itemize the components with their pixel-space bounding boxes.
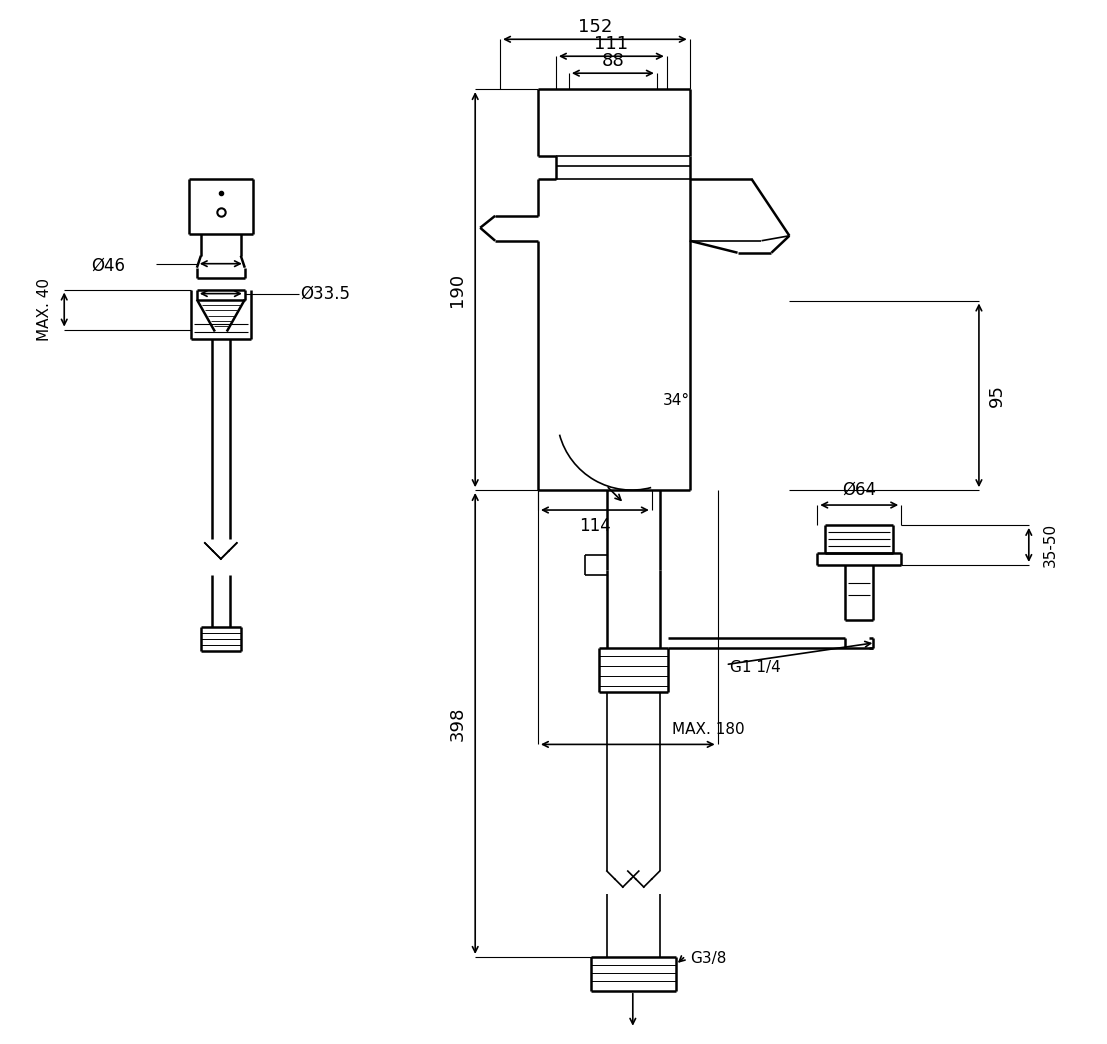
- Text: Ø64: Ø64: [842, 481, 877, 499]
- Text: 114: 114: [579, 517, 611, 535]
- Text: 95: 95: [987, 384, 1006, 407]
- Text: G3/8: G3/8: [690, 951, 726, 967]
- Text: 111: 111: [594, 35, 629, 53]
- Text: 34°: 34°: [663, 393, 691, 408]
- Text: 35-50: 35-50: [1043, 523, 1058, 567]
- Text: Ø33.5: Ø33.5: [301, 285, 351, 303]
- Text: 88: 88: [601, 52, 624, 70]
- Text: MAX. 40: MAX. 40: [37, 278, 52, 341]
- Text: 190: 190: [448, 272, 466, 307]
- Text: MAX. 180: MAX. 180: [672, 722, 744, 737]
- Text: 398: 398: [448, 707, 466, 740]
- Text: 152: 152: [578, 19, 612, 37]
- Text: G1 1/4: G1 1/4: [730, 660, 780, 675]
- Text: Ø46: Ø46: [91, 257, 125, 275]
